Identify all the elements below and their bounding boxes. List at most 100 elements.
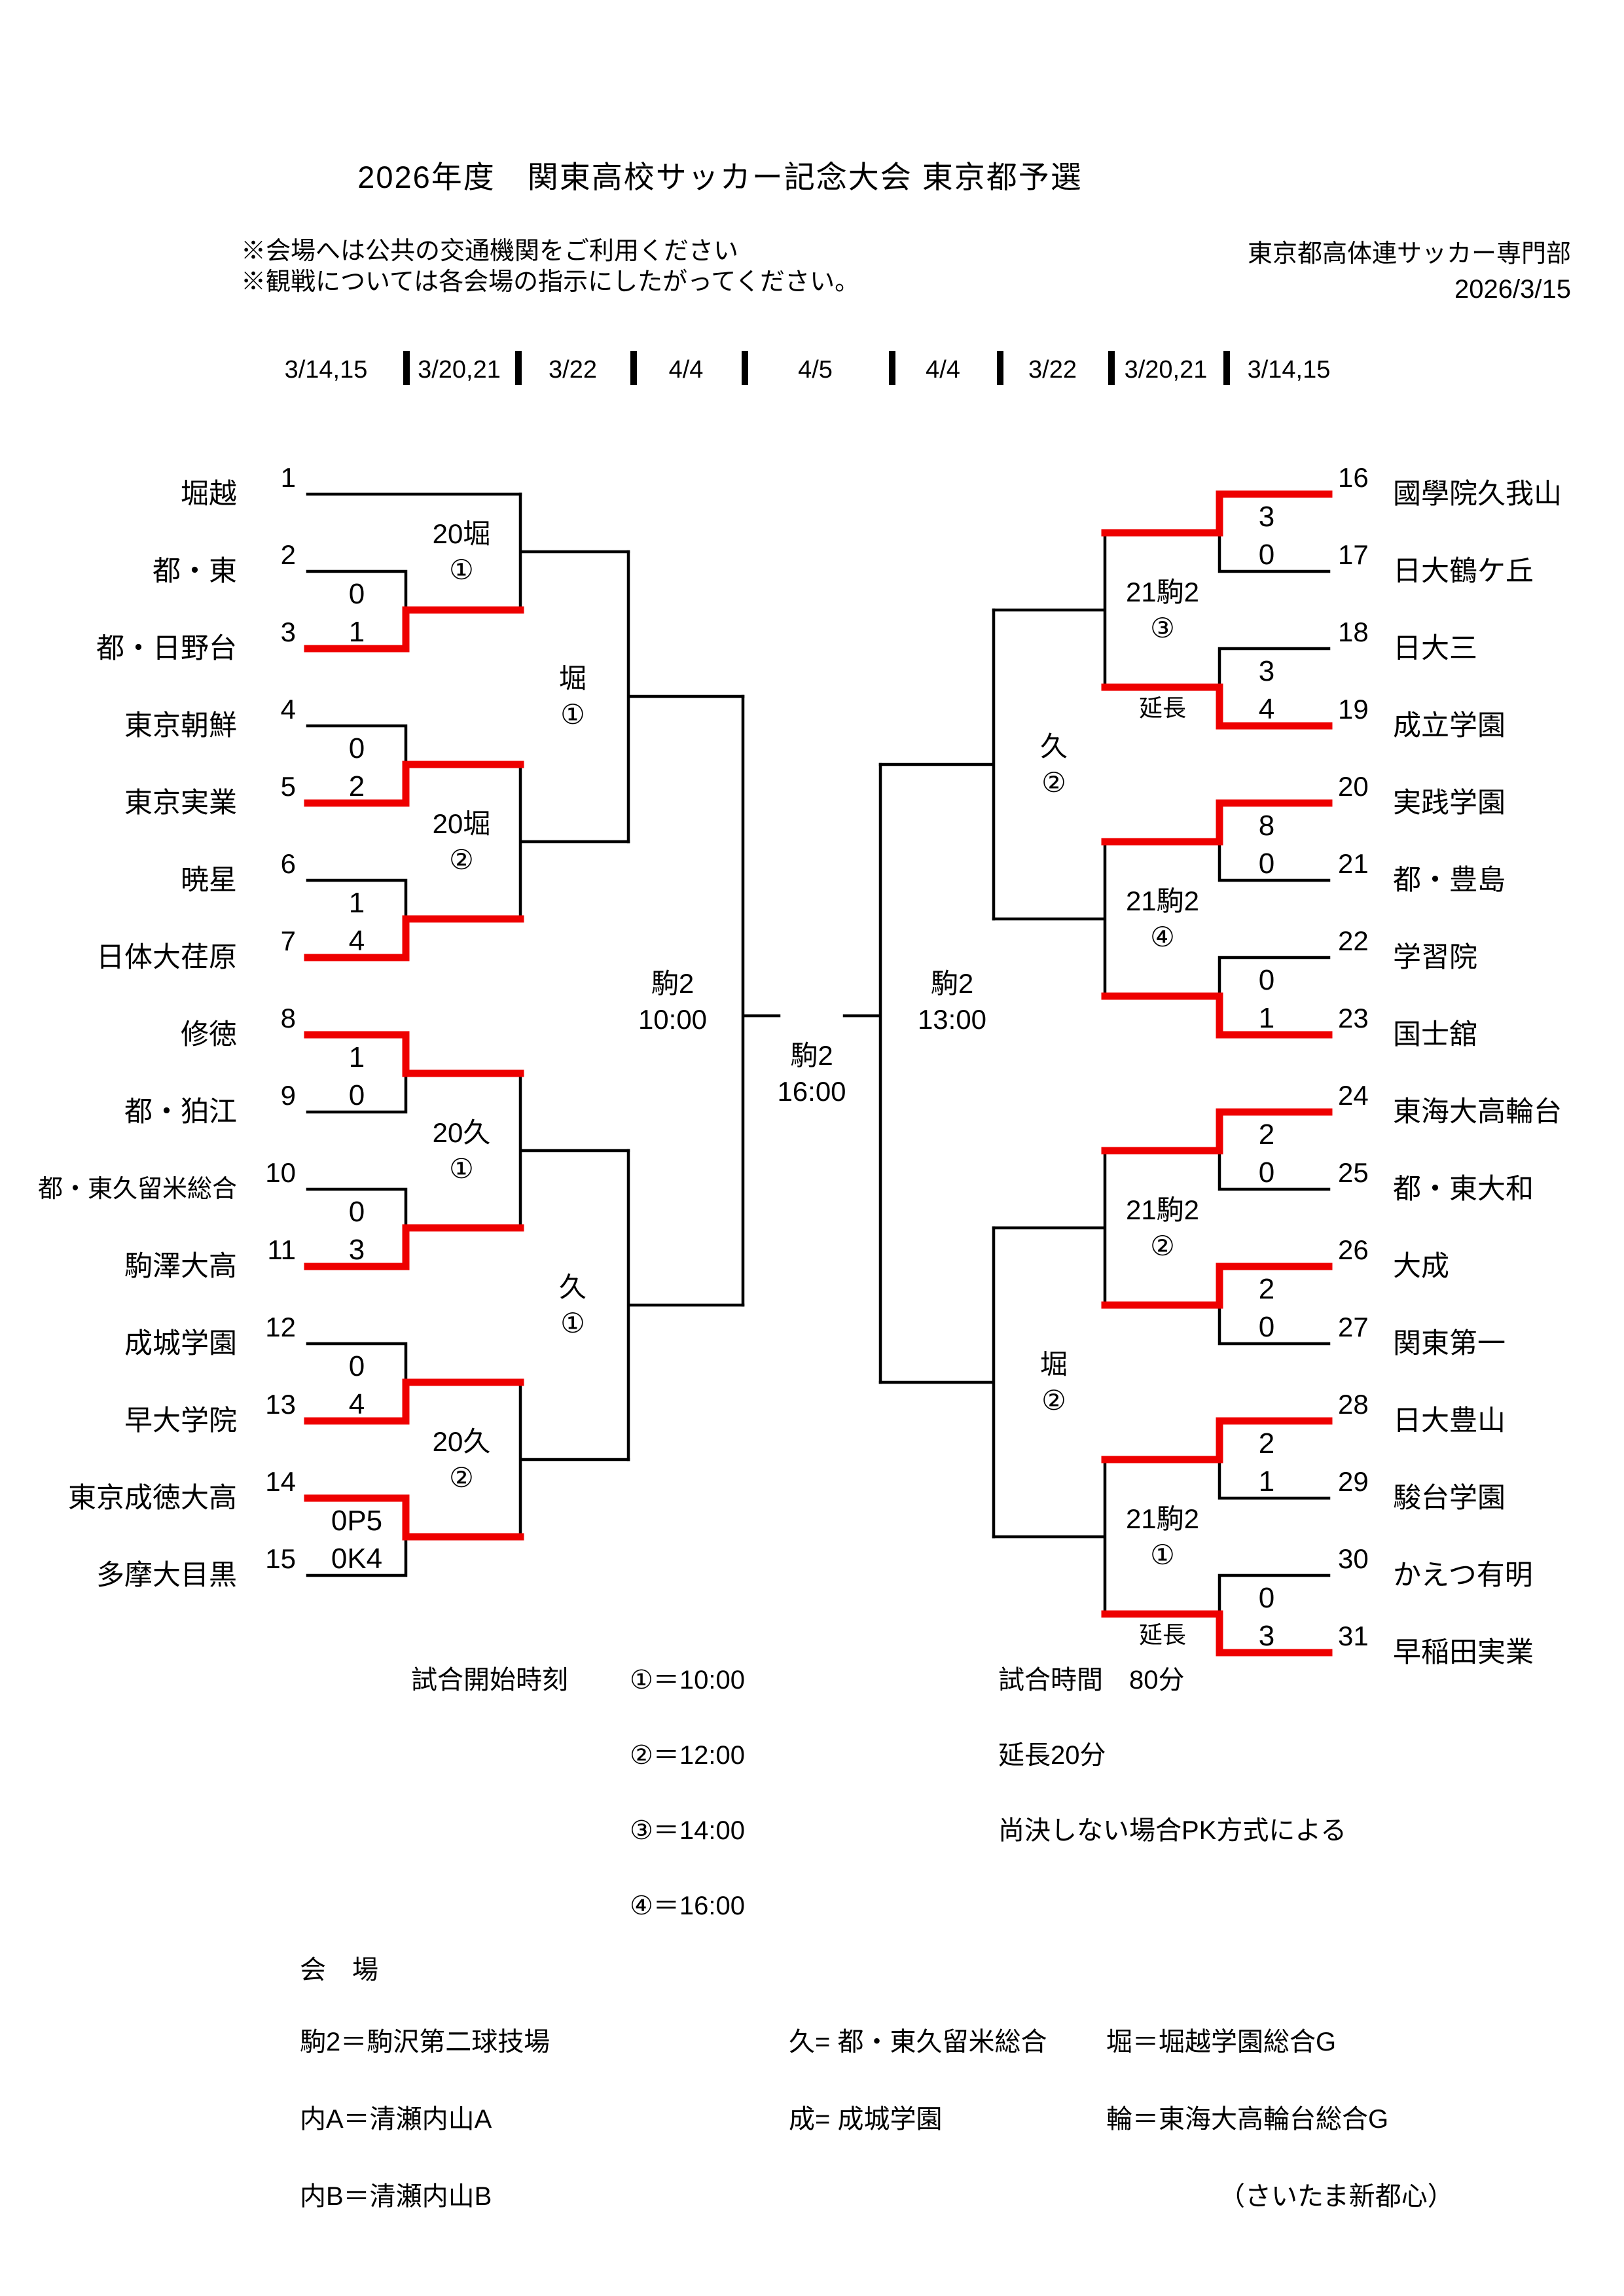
- team-name: 日大鶴ケ丘: [1393, 556, 1534, 587]
- round-date: 3/22: [1028, 356, 1077, 384]
- match-venue-code: 堀: [1039, 1349, 1068, 1380]
- date-separator: [997, 351, 1003, 385]
- round-date: 3/14,15: [1247, 356, 1331, 384]
- match-time: 13:00: [917, 1004, 987, 1035]
- round-date: 3/20,21: [418, 356, 501, 384]
- round-date: 4/4: [926, 356, 960, 384]
- spectating-note: ※観戦については各会場の指示にしたがってください。: [241, 268, 860, 296]
- team-name: 東京成徳大高: [68, 1482, 237, 1514]
- match-score-top: 1: [348, 887, 365, 919]
- match-label: 久 ②: [1001, 728, 1106, 800]
- organization: 東京都高体連サッカー専門部: [1247, 240, 1571, 268]
- match-score-bottom: 0: [1258, 1311, 1275, 1343]
- team-seed: 12: [265, 1312, 296, 1342]
- team-seed: 13: [265, 1389, 296, 1420]
- match-venue-code: 21駒2: [1125, 886, 1200, 916]
- team-seed: 7: [280, 925, 296, 956]
- team-seed: 24: [1338, 1080, 1369, 1111]
- match-slot: ②: [1041, 1385, 1066, 1416]
- team-seed: 15: [265, 1543, 296, 1574]
- match-slot: ①: [560, 1308, 585, 1338]
- kickoff-time: ①＝10:00: [630, 1666, 745, 1695]
- team-name: 関東第一: [1393, 1328, 1506, 1359]
- match-venue-code: 21駒2: [1125, 1503, 1200, 1534]
- match-score-top: 0P5: [331, 1505, 383, 1537]
- match-score-top: 3: [1258, 501, 1275, 533]
- match-score-bottom: 0K4: [331, 1543, 383, 1575]
- team-name: 修徳: [181, 1019, 237, 1050]
- team-name: 堀越: [181, 478, 237, 510]
- match-slot: ②: [449, 1462, 474, 1493]
- semifinal-label: 駒2 10:00: [609, 965, 736, 1037]
- team-name: 駒澤大高: [124, 1251, 237, 1282]
- team-seed: 26: [1338, 1234, 1369, 1265]
- match-score-top: 8: [1258, 810, 1275, 842]
- round-date: 4/4: [668, 356, 704, 384]
- team-name: 早稲田実業: [1393, 1637, 1534, 1668]
- team-seed: 28: [1338, 1389, 1369, 1420]
- team-seed: 9: [280, 1080, 296, 1111]
- venue-entry: 駒2＝駒沢第二球技場: [300, 2028, 550, 2056]
- venue-entry: 成= 成城学園: [789, 2105, 943, 2134]
- round-date: 4/5: [798, 356, 833, 384]
- match-score-bottom: 3: [348, 1234, 365, 1266]
- venues-title: 会 場: [300, 1956, 378, 1984]
- team-name: 都・狛江: [124, 1096, 237, 1128]
- match-score-bottom: 4: [348, 1388, 365, 1420]
- extra-time-label: 延長: [1138, 1621, 1186, 1648]
- team-seed: 20: [1338, 771, 1369, 802]
- team-name: 東京実業: [124, 787, 237, 819]
- match-time: 16:00: [777, 1076, 846, 1107]
- match-label: 20久 ①: [389, 1115, 533, 1187]
- team-name: 東京朝鮮: [124, 710, 237, 742]
- match-score-top: 0: [1258, 1582, 1275, 1614]
- match-score-bottom: 0: [348, 1079, 365, 1111]
- kickoff-time: ④＝16:00: [630, 1892, 745, 1920]
- team-seed: 6: [280, 848, 296, 879]
- date-separator: [1108, 351, 1115, 385]
- team-seed: 2: [280, 539, 296, 570]
- match-score-top: 0: [348, 1350, 365, 1382]
- team-seed: 8: [280, 1003, 296, 1033]
- match-slot: ④: [1150, 922, 1175, 952]
- match-slot: ③: [1150, 613, 1175, 643]
- match-slot: ①: [1150, 1539, 1175, 1570]
- extra-time-label: 延長: [1138, 694, 1186, 721]
- match-score-top: 0: [348, 732, 365, 764]
- match-venue-code: 駒2: [790, 1040, 833, 1071]
- match-label: 21駒2 ②: [1104, 1192, 1221, 1264]
- venue-entry: 久= 都・東久留米総合: [789, 2028, 1047, 2056]
- match-score-top: 3: [1258, 655, 1275, 687]
- team-name: 駿台学園: [1393, 1482, 1506, 1514]
- match-label: 堀 ②: [1001, 1346, 1106, 1418]
- match-venue-code: 20久: [432, 1426, 491, 1457]
- match-venue-code: 20堀: [432, 808, 491, 839]
- team-name: 日体大荏原: [96, 942, 237, 973]
- match-venue-code: 久: [1039, 731, 1068, 762]
- team-name: 都・東久留米総合: [37, 1175, 237, 1203]
- round-date: 3/14,15: [284, 356, 368, 384]
- round-date: 3/22: [549, 356, 597, 384]
- match-score-top: 0: [1258, 964, 1275, 996]
- team-name: 東海大高輪台: [1393, 1096, 1562, 1128]
- match-score-top: 2: [1258, 1273, 1275, 1305]
- team-seed: 31: [1338, 1621, 1369, 1651]
- match-slot: ②: [1041, 767, 1066, 798]
- bracket-lines-black: [306, 492, 1331, 1616]
- match-venue-code: 堀: [558, 663, 586, 694]
- match-venue-code: 20堀: [432, 518, 491, 549]
- match-score-top: 2: [1258, 1119, 1275, 1151]
- kickoff-title: 試合開始時刻: [411, 1666, 568, 1695]
- match-label: 21駒2 ①: [1104, 1501, 1221, 1573]
- match-time: 10:00: [638, 1004, 708, 1035]
- match-venue-code: 21駒2: [1125, 577, 1200, 607]
- date-separator: [742, 351, 748, 385]
- team-seed: 19: [1338, 694, 1369, 725]
- match-duration: 試合時間 80分: [998, 1666, 1185, 1695]
- match-venue-code: 久: [558, 1272, 586, 1302]
- team-seed: 1: [280, 462, 296, 493]
- match-venue-code: 駒2: [930, 968, 974, 999]
- team-name: 成城学園: [124, 1328, 237, 1359]
- team-seed: 4: [280, 694, 296, 725]
